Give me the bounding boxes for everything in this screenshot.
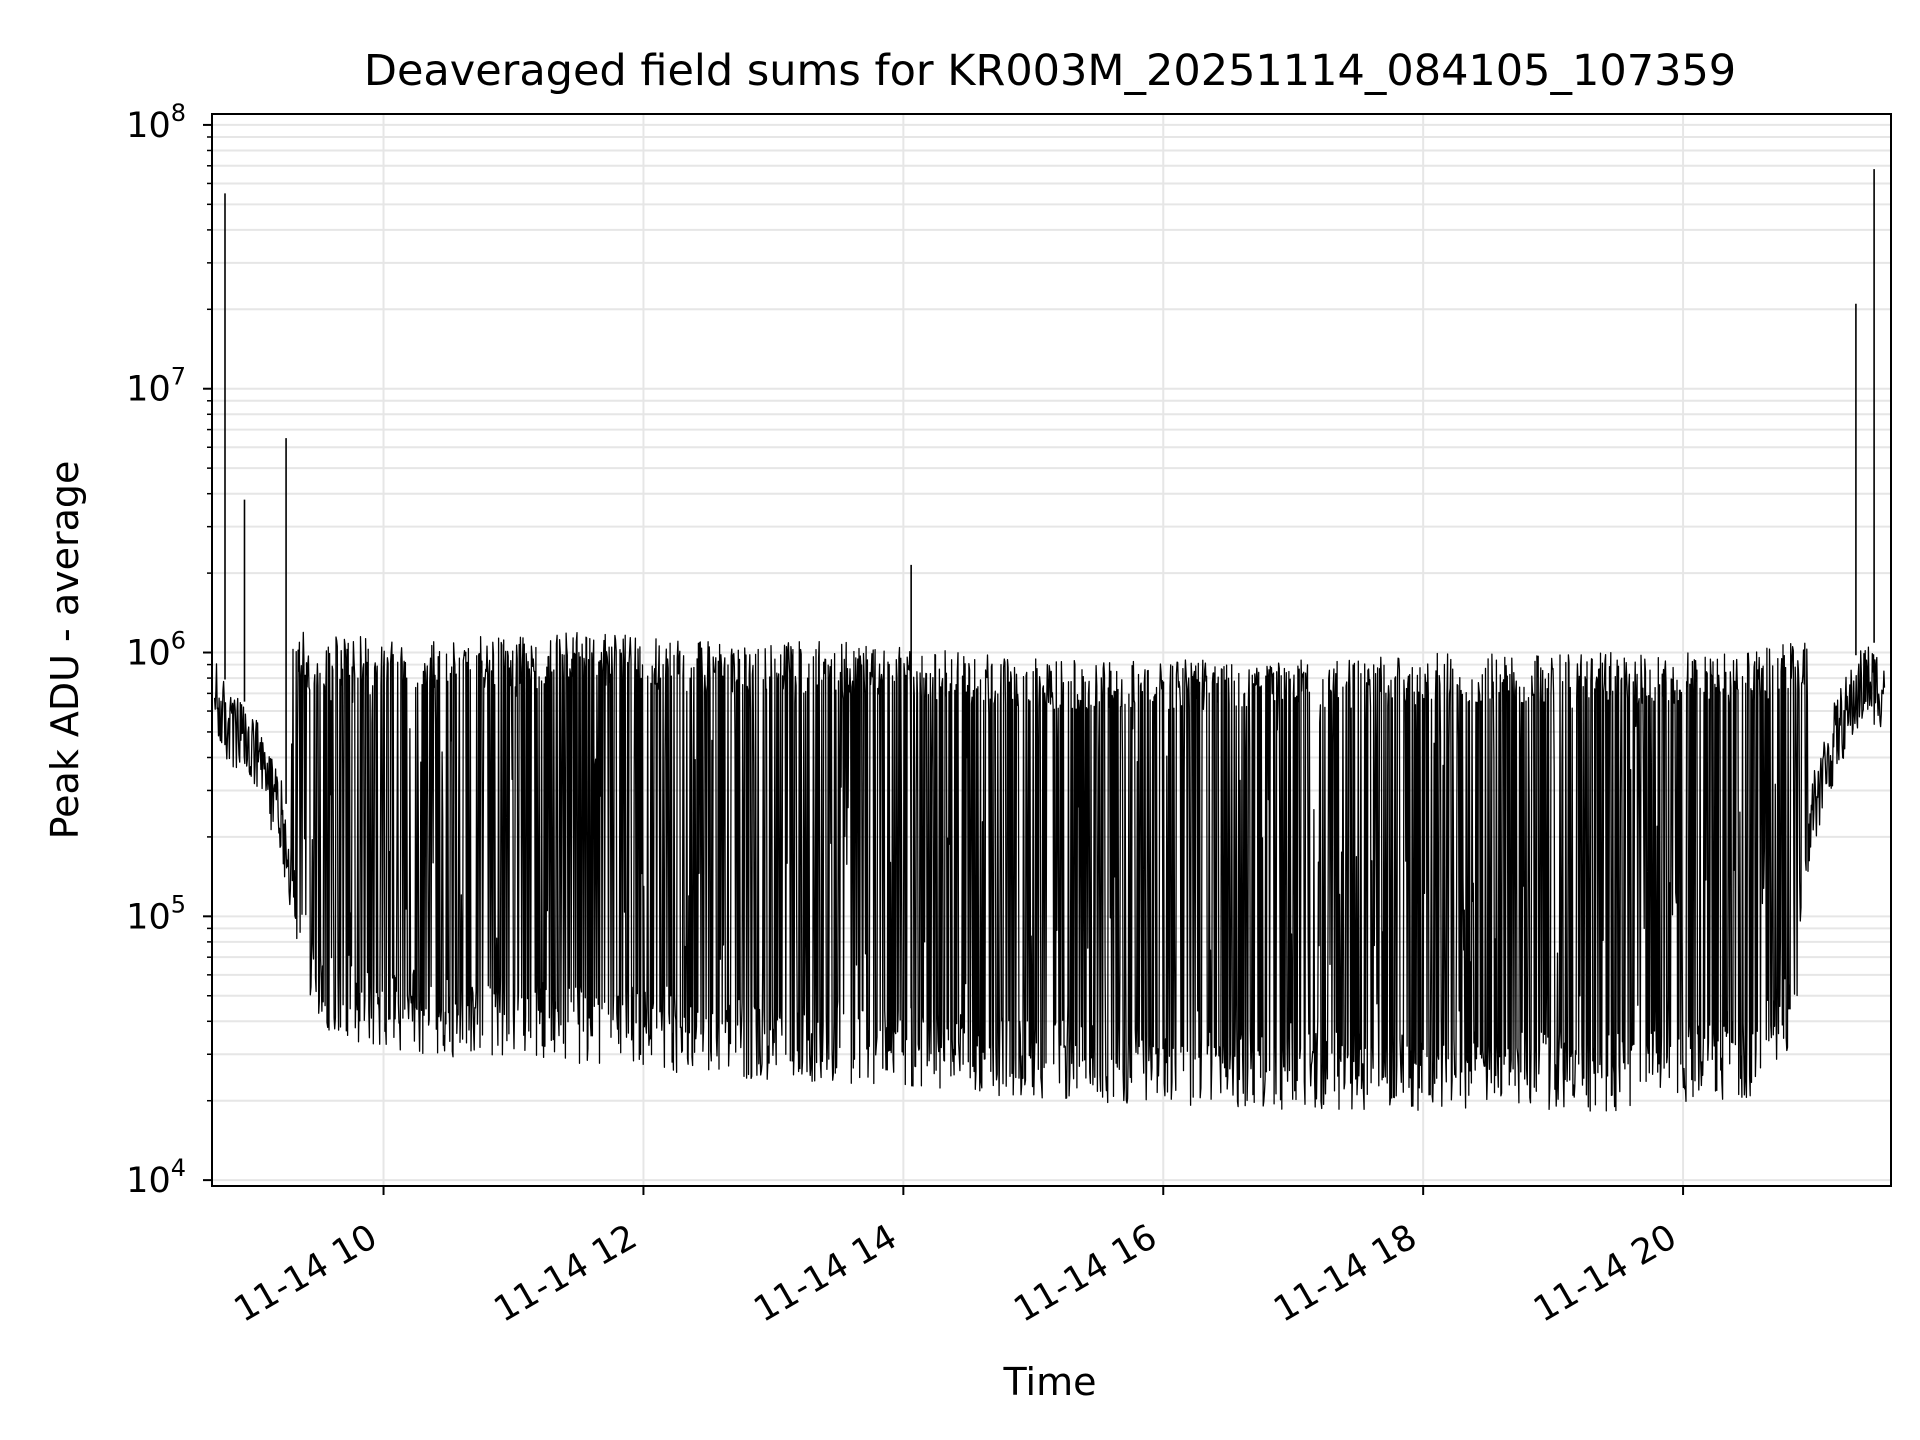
chart-title: Deaveraged field sums for KR003M_2025111… — [364, 46, 1736, 96]
y-tick-label: 108 — [126, 99, 186, 146]
y-tick-label: 105 — [126, 890, 186, 937]
series-path — [213, 631, 1886, 1112]
plot-frame — [211, 113, 1892, 1187]
y-axis: 104 105 106 107 108 — [126, 99, 212, 1201]
y-tick-label: 104 — [126, 1154, 186, 1201]
y-tick-label: 106 — [126, 627, 186, 674]
y-tick-label: 107 — [126, 363, 186, 410]
y-axis-label: Peak ADU - average — [43, 461, 87, 840]
x-axis-label: Time — [1003, 1360, 1097, 1404]
series-line — [213, 169, 1886, 1112]
